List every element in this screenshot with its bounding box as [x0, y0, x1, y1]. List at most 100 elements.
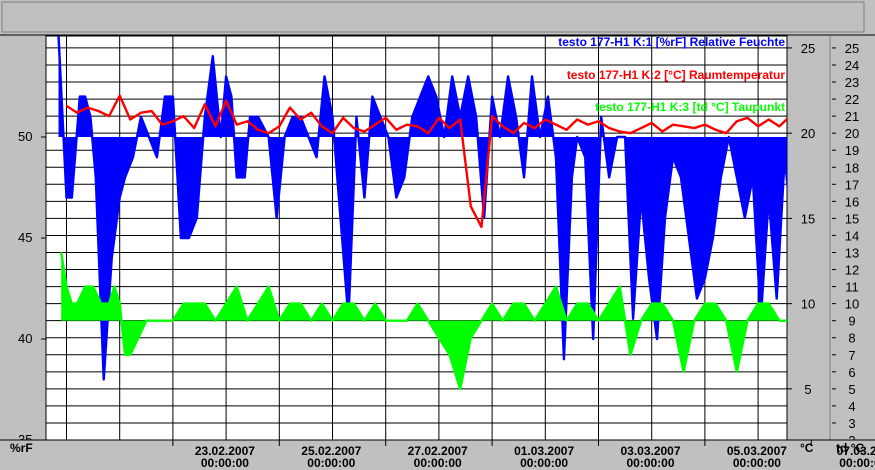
- series-2-point: [672, 124, 674, 126]
- series-3-point: [172, 320, 174, 322]
- series-3-point: [672, 320, 674, 322]
- right2-tick-label: 9: [848, 314, 855, 329]
- series-2-point: [470, 205, 472, 208]
- x-tick-date: 05.03.2007: [727, 444, 787, 458]
- series-1-point: [323, 75, 326, 77]
- series-2-point: [289, 106, 291, 109]
- x-tick-date: 01.03.2007: [514, 444, 574, 458]
- x-tick-time: 00:00:00: [201, 456, 249, 470]
- series-2-point: [597, 120, 600, 122]
- right2-tick-label: 23: [845, 75, 859, 90]
- series-2-point: [459, 118, 461, 121]
- series-2-point: [97, 110, 100, 112]
- series-1-point: [616, 136, 618, 138]
- series-1-point: [475, 116, 477, 118]
- right1-tick-label: 20: [801, 126, 815, 141]
- series-3-point: [640, 320, 642, 322]
- series-1-point: [592, 338, 594, 340]
- series-3-point: [725, 320, 727, 322]
- right2-tick-label: 10: [845, 297, 859, 312]
- series-1-point: [584, 156, 586, 158]
- series-1-point: [236, 176, 238, 178]
- series-2-point: [608, 127, 610, 129]
- series-1-point: [140, 116, 142, 118]
- series-3-point: [331, 320, 334, 322]
- series-1-point: [648, 277, 650, 279]
- series-2-point: [714, 129, 717, 131]
- x-tick-time: 00:00:00: [839, 456, 875, 470]
- series-2-point: [193, 127, 195, 129]
- right1-tick-label: 25: [801, 41, 815, 56]
- series-2-point: [480, 226, 483, 228]
- series-1-point: [276, 217, 278, 219]
- series-3-point: [193, 303, 195, 305]
- series-2-point: [87, 106, 89, 109]
- series-1-point: [696, 298, 698, 300]
- series-1-point: [65, 197, 68, 199]
- series-1-point: [111, 257, 113, 259]
- series-3-point: [353, 303, 355, 305]
- series-1-point: [499, 136, 501, 138]
- series-3-point: [76, 303, 78, 305]
- series-3-point: [119, 303, 121, 305]
- series-3-point: [257, 303, 259, 305]
- series-3-point: [60, 251, 62, 254]
- series-2-point: [565, 129, 568, 131]
- right2-tick-label: 8: [848, 331, 855, 346]
- series-3-point: [310, 320, 312, 322]
- left-tick-label: 45: [18, 230, 32, 245]
- series-2-point: [278, 125, 280, 127]
- series-2-point: [151, 110, 153, 112]
- x-axis-ticks: 23.02.200700:00:0025.02.200700:00:0027.0…: [172, 440, 875, 470]
- right2-tick-label: 20: [845, 126, 859, 141]
- series-3-point: [92, 285, 94, 288]
- series-1-point: [244, 176, 246, 178]
- series-1-point: [435, 96, 437, 98]
- series-3-point: [289, 303, 291, 305]
- series-2-point: [310, 112, 312, 114]
- right2-tick-label: 22: [845, 92, 859, 107]
- right-axis-2-unit: td °C: [836, 441, 864, 455]
- right1-tick-label: 5: [804, 382, 811, 397]
- series-2-point: [661, 130, 663, 133]
- legend-entry-1: testo 177-H1 K:1 [%rF] Relative Feuchte: [558, 35, 785, 49]
- series-2-point: [385, 117, 387, 119]
- series-3-point: [84, 285, 86, 288]
- series-1-point: [491, 96, 493, 98]
- x-tick-date: 03.03.2007: [620, 444, 680, 458]
- series-2-point: [778, 125, 780, 127]
- series-1-point: [555, 156, 557, 158]
- series-3-fill: [61, 252, 787, 389]
- right-axis-1-ticks: 5 10 15 20 25: [787, 41, 815, 397]
- series-2-point: [640, 127, 642, 129]
- series-1-point: [515, 116, 517, 118]
- series-2-point: [342, 117, 344, 119]
- series-2-point: [129, 118, 131, 121]
- x-tick-date: 27.02.2007: [408, 444, 468, 458]
- x-tick-time: 00:00:00: [307, 456, 355, 470]
- series-2-point: [502, 125, 504, 127]
- series-3: [59, 251, 787, 391]
- right2-tick-label: 17: [845, 177, 859, 192]
- series-1-point: [624, 136, 626, 138]
- series-3-point: [374, 303, 376, 305]
- right-axis-2-ticks: 2345678910111213141516171819202122232425: [832, 41, 859, 448]
- series-2-point: [257, 129, 259, 131]
- series-1-point: [680, 176, 682, 178]
- series-2-point: [651, 122, 653, 124]
- series-1-point: [768, 197, 770, 199]
- series-2-point: [683, 125, 685, 127]
- series-1-point: [292, 116, 294, 118]
- series-3-point: [278, 320, 280, 322]
- series-1-point: [307, 136, 310, 138]
- series-1-point: [531, 75, 533, 77]
- series-1-point: [728, 136, 730, 138]
- series-3-point: [683, 371, 685, 373]
- series-3-point: [608, 303, 610, 305]
- right2-tick-label: 25: [845, 41, 859, 56]
- series-1-point: [688, 237, 690, 239]
- series-3-point: [480, 320, 483, 322]
- series-2-line: [65, 94, 787, 229]
- right2-tick-label: 21: [845, 109, 859, 124]
- right2-tick-label: 16: [845, 194, 859, 209]
